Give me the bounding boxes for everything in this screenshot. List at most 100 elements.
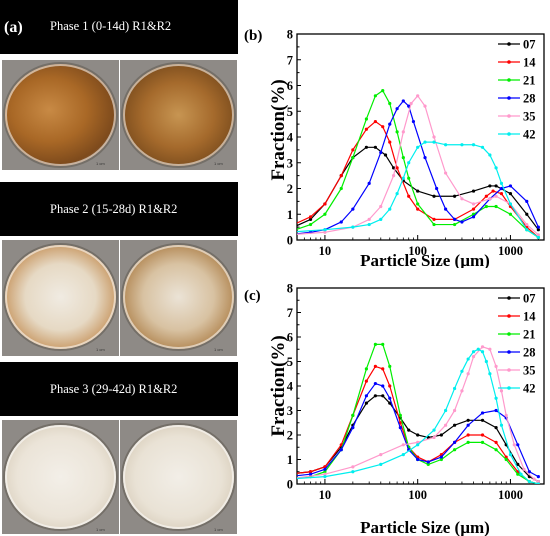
chart-b-plot-area: 0 1 2 3 4 5 6 7 8 10 100 1000 07 14 21 28 35 42 — [286, 28, 545, 258]
chart-b-legend-marker — [507, 132, 511, 136]
chart-c-series-35-point — [532, 477, 536, 481]
chart-b-series-14-point — [308, 215, 313, 219]
chart-c-ytick-label: 6 — [287, 331, 293, 345]
chart-b-series-28 — [297, 99, 540, 235]
chart-c-series-28-line — [297, 382, 539, 478]
chart-c-series-35-point — [432, 435, 436, 440]
chart-b-series-28-point — [435, 186, 439, 191]
chart-b-series-42-point — [367, 222, 371, 227]
chart-c-series-35-point — [536, 479, 540, 484]
chart-c-series-28-point — [494, 408, 498, 413]
panel-label-a: (a) — [4, 19, 23, 36]
chart-c-series-21 — [297, 342, 540, 484]
chart-c-series-21-point — [426, 462, 430, 466]
chart-b-series-42-point — [416, 145, 420, 149]
chart-b-series-42 — [297, 140, 540, 240]
chart-c-series-28-point — [364, 394, 368, 398]
chart-c-series-42-point — [484, 359, 488, 364]
chart-b-series-14-point — [484, 194, 488, 198]
chart-b-series-35-point — [525, 222, 529, 227]
chart-c-series-42-point — [488, 372, 492, 376]
chart-c-series-21-point — [516, 472, 520, 476]
chart-b-series-42-point — [471, 143, 476, 147]
chart-c-ytick-label: 3 — [287, 404, 293, 418]
chart-b-series-21-point — [388, 101, 392, 106]
chart-c-series-07-point — [407, 428, 411, 432]
chart-b-series-42-point — [536, 235, 540, 240]
chart-b-ytick-label: 8 — [287, 28, 293, 42]
chart-c-series-07-point — [480, 418, 485, 422]
chart-c-series-28-point — [426, 460, 430, 464]
chart-c-series-42-point — [466, 357, 470, 361]
chart-b-series-35-point — [392, 174, 396, 178]
chart-b-xtick-label: 10 — [319, 244, 332, 258]
chart-c-series-07-point — [364, 401, 368, 405]
chart-b-series-28-point — [351, 207, 355, 211]
chart-b-series-21-point — [416, 202, 420, 206]
chart-c-series-14-point — [480, 433, 485, 437]
chart-b-ytick-label: 7 — [287, 53, 293, 67]
chart-c-legend-marker — [507, 296, 511, 300]
chart-c-ytick-label: 1 — [287, 453, 293, 467]
chart-c-legend-marker — [507, 350, 511, 354]
chart-c-series-42-point — [519, 472, 523, 476]
chart-c-series-42-point — [527, 479, 531, 484]
chart-b-series-21-point — [308, 222, 313, 227]
chart-b-series-28-point — [471, 215, 476, 219]
chart-c-series-14-point — [308, 470, 313, 474]
chart-b-series-28-point — [508, 184, 513, 188]
chart-c-plot-area: 0 1 2 3 4 5 6 7 8 10 100 1000 07 14 21 28 35 42 — [287, 282, 545, 502]
chart-b-ytick-label: 0 — [287, 234, 293, 248]
chart-b-xtick-label: 100 — [408, 244, 427, 258]
chart-b-series-28-point — [536, 225, 540, 229]
chart-b-legend-marker — [507, 60, 511, 64]
chart-c-legend-label: 07 — [523, 292, 536, 306]
chart-b-series-07-point — [416, 189, 420, 193]
chart-c-series-21-point — [466, 440, 470, 444]
chart-b-series-14-point — [432, 217, 436, 221]
chart-b-legend-entry: 21 — [498, 74, 536, 88]
chart-c-series-21-point — [494, 448, 498, 452]
chart-b-series-14 — [286, 119, 540, 240]
chart-c-series-28-point — [527, 470, 531, 474]
chart-b-panel-label: (b) — [244, 28, 262, 44]
chart-c-legend: 07 14 21 28 35 42 — [498, 292, 536, 396]
chart-b-series-42-point — [323, 228, 327, 232]
chart-c-series-35-point — [480, 345, 485, 349]
chart-c-series-21-point — [480, 440, 485, 444]
chart-b-series-14-point — [471, 207, 476, 211]
chart-c-ytick-label: 4 — [287, 380, 294, 394]
chart-b-series-42-point — [494, 166, 498, 170]
chart-c-series-28-point — [480, 411, 485, 415]
chart-c-series-21-point — [381, 342, 385, 346]
chart-b-series-07-point — [432, 194, 436, 198]
chart-c-series-28-point — [388, 396, 392, 400]
chart-c-legend-marker — [507, 314, 511, 318]
chart-c-series-35-point — [512, 443, 516, 447]
chart-c-series-28 — [297, 381, 540, 479]
chart-c-ytick-label: 2 — [287, 429, 293, 443]
chart-c-series-07-point — [494, 426, 498, 430]
chart-c-series-35-point — [351, 465, 355, 469]
phase-2-scale-r1: 1 cm — [96, 347, 105, 352]
chart-c-series-21-point — [364, 367, 368, 371]
chart-c-series-07-point — [516, 462, 520, 466]
phase-1-band: (a) Phase 1 (0-14d) R1&R2 — [0, 0, 238, 54]
chart-c-series-35-point — [379, 453, 383, 457]
chart-c-legend-marker — [507, 332, 511, 336]
chart-b-series-14-point — [286, 226, 289, 229]
chart-c-series-21-point — [323, 470, 327, 474]
chart-c-series-42-point — [499, 423, 504, 427]
chart-b-series-35-point — [494, 194, 498, 198]
chart-c-series-14-line — [297, 365, 539, 484]
chart-c-series-28-point — [308, 472, 313, 476]
chart-b-series-35-point — [432, 135, 436, 139]
chart-b-series-21-point — [364, 117, 368, 121]
chart-c-ytick-label: 5 — [287, 355, 293, 369]
chart-b-frame — [296, 33, 545, 241]
chart-b-series-21-point — [494, 204, 498, 209]
chart-b-legend-entry: 35 — [498, 110, 536, 124]
chart-c-series-07-point — [373, 394, 377, 398]
chart-c-series-21-line — [297, 343, 539, 484]
chart-b-series-28-point — [453, 217, 457, 221]
